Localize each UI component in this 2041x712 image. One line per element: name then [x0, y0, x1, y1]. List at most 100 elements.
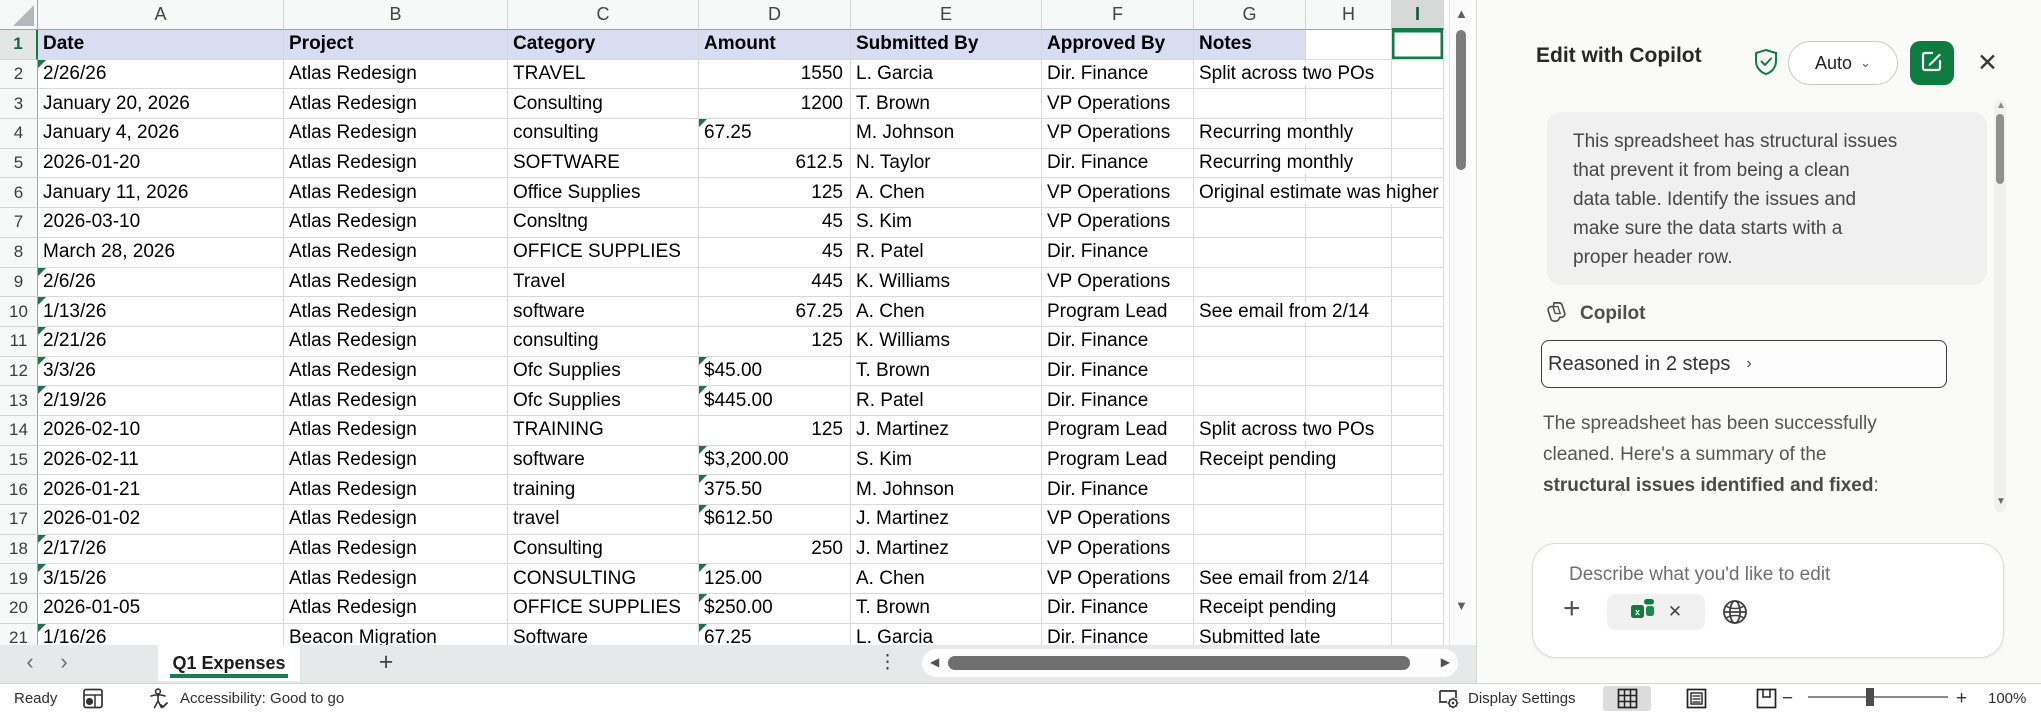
cell-D11[interactable]: 125	[699, 326, 851, 357]
cell-C19[interactable]: CONSULTING	[508, 564, 699, 595]
cell-B4[interactable]: Atlas Redesign	[284, 119, 508, 149]
cell-B10[interactable]: Atlas Redesign	[284, 297, 508, 327]
cell-A7[interactable]: 2026-03-10	[38, 208, 284, 238]
cell-G7[interactable]	[1194, 208, 1306, 238]
cell-G8[interactable]	[1194, 237, 1306, 268]
cell-F21[interactable]: Dir. Finance	[1042, 623, 1194, 645]
cell-B21[interactable]: Beacon Migration	[284, 623, 508, 645]
cell-B16[interactable]: Atlas Redesign	[284, 475, 508, 505]
panel-scroll-down-icon[interactable]: ▼	[1996, 496, 2006, 507]
column-header-E[interactable]: E	[851, 0, 1042, 30]
cell-C3[interactable]: Consulting	[508, 89, 699, 120]
row-header-15[interactable]: 15	[0, 445, 38, 476]
cell-F11[interactable]: Dir. Finance	[1042, 326, 1194, 357]
cell-E3[interactable]: T. Brown	[851, 89, 1042, 120]
cell-C4[interactable]: consulting	[508, 119, 699, 149]
scroll-right-icon[interactable]: ▶	[1440, 655, 1450, 669]
cell-F10[interactable]: Program Lead	[1042, 297, 1194, 327]
cell-B13[interactable]: Atlas Redesign	[284, 386, 508, 416]
cell-F5[interactable]: Dir. Finance	[1042, 148, 1194, 179]
cell-E6[interactable]: A. Chen	[851, 178, 1042, 209]
cell-G11[interactable]	[1194, 326, 1306, 357]
cell-E19[interactable]: A. Chen	[851, 564, 1042, 595]
scroll-down-icon[interactable]: ▼	[1455, 598, 1468, 613]
new-edit-button[interactable]	[1910, 41, 1954, 85]
cell-B19[interactable]: Atlas Redesign	[284, 564, 508, 595]
cell-E8[interactable]: R. Patel	[851, 237, 1042, 268]
cell-H16[interactable]	[1306, 475, 1392, 505]
row-header-21[interactable]: 21	[0, 623, 38, 645]
cell-D5[interactable]: 612.5	[699, 148, 851, 179]
cell-A6[interactable]: January 11, 2026	[38, 178, 284, 209]
cell-F4[interactable]: VP Operations	[1042, 119, 1194, 149]
tab-q1-expenses[interactable]: Q1 Expenses	[158, 645, 300, 681]
cell-B11[interactable]: Atlas Redesign	[284, 326, 508, 357]
cell-D16[interactable]: 375.50	[699, 475, 851, 505]
cell-A10[interactable]: 1/13/26	[38, 297, 284, 327]
row-header-14[interactable]: 14	[0, 415, 38, 446]
cell-B20[interactable]: Atlas Redesign	[284, 594, 508, 624]
next-sheet-button[interactable]: ›	[60, 649, 68, 674]
cell-D17[interactable]: $612.50	[699, 505, 851, 535]
cell-C20[interactable]: OFFICE SUPPLIES	[508, 594, 699, 624]
cell-C9[interactable]: Travel	[508, 267, 699, 298]
row-header-9[interactable]: 9	[0, 267, 38, 298]
cell-B1[interactable]: Project	[284, 30, 508, 60]
cell-G10[interactable]: See email from 2/14	[1194, 297, 1374, 327]
accessibility-status[interactable]: Accessibility: Good to go	[180, 690, 345, 707]
normal-view-button[interactable]	[1603, 686, 1651, 711]
cell-C16[interactable]: training	[508, 475, 699, 505]
scroll-up-icon[interactable]: ▲	[1455, 6, 1468, 21]
cell-C7[interactable]: Consltng	[508, 208, 699, 238]
cell-C8[interactable]: OFFICE SUPPLIES	[508, 237, 699, 268]
cell-F18[interactable]: VP Operations	[1042, 534, 1194, 565]
cell-E17[interactable]: J. Martinez	[851, 505, 1042, 535]
close-panel-button[interactable]: ✕	[1977, 49, 1998, 77]
cell-A3[interactable]: January 20, 2026	[38, 89, 284, 120]
cell-C15[interactable]: software	[508, 445, 699, 476]
row-header-2[interactable]: 2	[0, 59, 38, 90]
cell-H11[interactable]	[1306, 326, 1392, 357]
cell-F15[interactable]: Program Lead	[1042, 445, 1194, 476]
mode-selector[interactable]: Auto ⌄	[1788, 41, 1898, 85]
cell-C11[interactable]: consulting	[508, 326, 699, 357]
cell-E15[interactable]: S. Kim	[851, 445, 1042, 476]
grid-horizontal-scrollbar[interactable]: ◀ ▶	[922, 649, 1458, 677]
cell-B9[interactable]: Atlas Redesign	[284, 267, 508, 298]
zoom-level[interactable]: 100%	[1988, 690, 2027, 707]
zoom-slider-track[interactable]	[1808, 696, 1948, 698]
cell-I10[interactable]	[1392, 297, 1444, 327]
row-header-19[interactable]: 19	[0, 564, 38, 595]
cell-E18[interactable]: J. Martinez	[851, 534, 1042, 565]
row-header-11[interactable]: 11	[0, 326, 38, 357]
display-settings-icon[interactable]	[1437, 688, 1461, 712]
row-header-20[interactable]: 20	[0, 594, 38, 624]
cell-A18[interactable]: 2/17/26	[38, 534, 284, 565]
row-header-7[interactable]: 7	[0, 208, 38, 238]
cell-D19[interactable]: 125.00	[699, 564, 851, 595]
panel-scroll-up-icon[interactable]: ▲	[1996, 100, 2006, 111]
cell-G4[interactable]: Recurring monthly	[1194, 119, 1358, 149]
row-header-8[interactable]: 8	[0, 237, 38, 268]
cell-I14[interactable]	[1392, 415, 1444, 446]
cell-F17[interactable]: VP Operations	[1042, 505, 1194, 535]
cell-B2[interactable]: Atlas Redesign	[284, 59, 508, 90]
cell-D21[interactable]: 67.25	[699, 623, 851, 645]
cell-A5[interactable]: 2026-01-20	[38, 148, 284, 179]
cell-D2[interactable]: 1550	[699, 59, 851, 90]
cell-I8[interactable]	[1392, 237, 1444, 268]
cell-G20[interactable]: Receipt pending	[1194, 594, 1341, 624]
column-header-D[interactable]: D	[699, 0, 851, 30]
cell-B5[interactable]: Atlas Redesign	[284, 148, 508, 179]
cell-A13[interactable]: 2/19/26	[38, 386, 284, 416]
row-header-5[interactable]: 5	[0, 148, 38, 179]
cell-G17[interactable]	[1194, 505, 1306, 535]
cell-H17[interactable]	[1306, 505, 1392, 535]
cell-G5[interactable]: Recurring monthly	[1194, 148, 1358, 179]
cell-C5[interactable]: SOFTWARE	[508, 148, 699, 179]
cell-C6[interactable]: Office Supplies	[508, 178, 699, 209]
cell-G3[interactable]	[1194, 89, 1306, 120]
cell-I21[interactable]	[1392, 623, 1444, 645]
row-header-13[interactable]: 13	[0, 386, 38, 416]
cell-F20[interactable]: Dir. Finance	[1042, 594, 1194, 624]
